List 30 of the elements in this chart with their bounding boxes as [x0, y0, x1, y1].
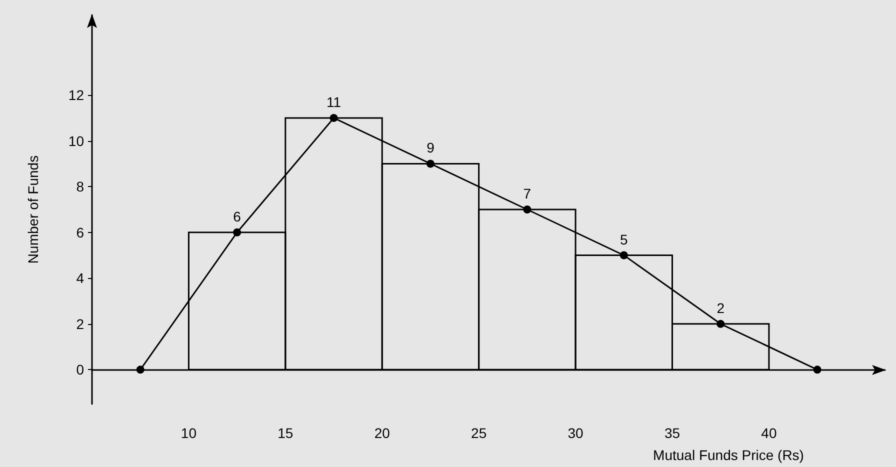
- data-label: 5: [620, 231, 628, 248]
- data-label: 7: [523, 186, 532, 202]
- point: [136, 366, 144, 374]
- point: [813, 366, 822, 374]
- y-tick-label: 6: [76, 224, 84, 240]
- data-label: 6: [233, 208, 242, 224]
- x-tick-label: 40: [761, 425, 777, 441]
- x-tick-label: 30: [568, 425, 584, 441]
- y-tick-label: 8: [76, 178, 84, 195]
- y-axis-title: Number of Funds: [25, 155, 41, 264]
- point: [330, 114, 338, 122]
- data-label: 11: [326, 94, 342, 110]
- point: [523, 206, 532, 214]
- x-tick-label: 35: [664, 425, 680, 441]
- x-tick-label: 20: [374, 425, 390, 441]
- x-axis-title: Mutual Funds Price (Rs): [653, 447, 804, 463]
- data-label: 9: [426, 140, 435, 156]
- y-tick-label: 4: [76, 270, 84, 286]
- y-tick-label: 0: [76, 362, 84, 378]
- point: [716, 320, 725, 328]
- x-tick-label: 10: [180, 425, 197, 441]
- point: [620, 251, 628, 260]
- y-tick-label: 10: [68, 132, 84, 149]
- point: [233, 228, 242, 236]
- point: [426, 160, 434, 168]
- y-tick-label: 2: [76, 316, 84, 332]
- x-tick-label: 25: [471, 425, 487, 441]
- x-tick-label: 15: [278, 425, 294, 441]
- data-label: 2: [716, 300, 725, 316]
- y-tick-label: 12: [68, 87, 84, 104]
